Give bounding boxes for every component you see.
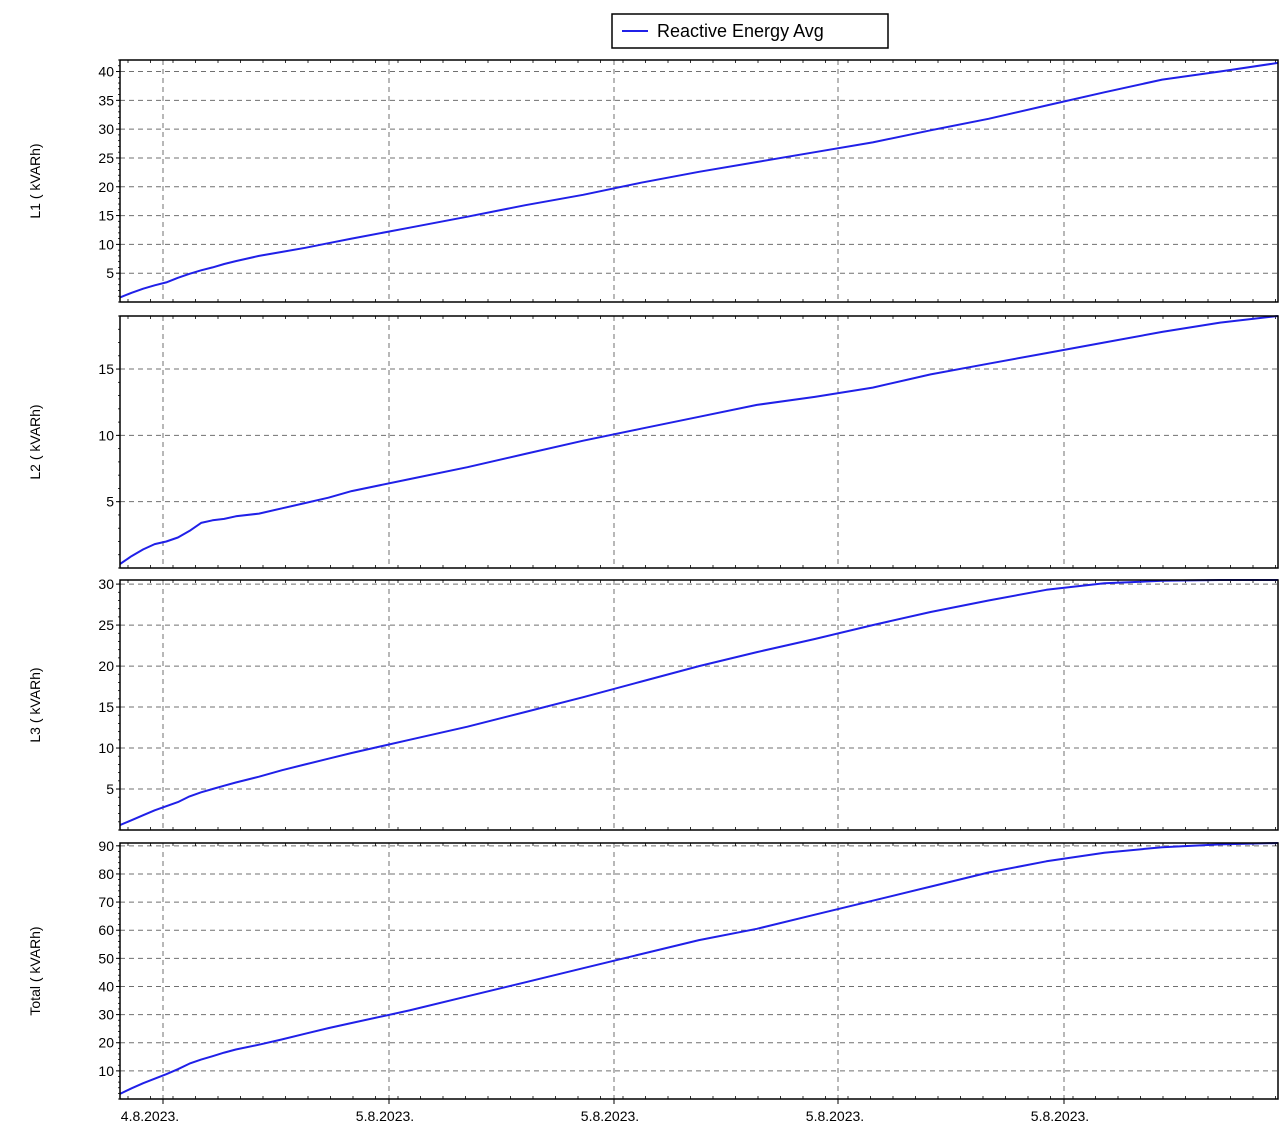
y-tick-label: 15 bbox=[98, 699, 114, 715]
y-tick-label: 5 bbox=[106, 494, 114, 510]
y-tick-label: 10 bbox=[98, 1063, 114, 1079]
y-axis-title: Total ( kVARh) bbox=[27, 926, 43, 1015]
y-tick-label: 40 bbox=[98, 978, 114, 994]
y-axis-title: L3 ( kVARh) bbox=[27, 667, 43, 742]
y-axis-title: L1 ( kVARh) bbox=[27, 143, 43, 218]
x-tick-label: 5.8.2023. bbox=[356, 1108, 414, 1124]
y-tick-label: 30 bbox=[98, 1007, 114, 1023]
y-tick-label: 15 bbox=[98, 361, 114, 377]
y-tick-label: 10 bbox=[98, 427, 114, 443]
y-tick-label: 30 bbox=[98, 121, 114, 137]
y-tick-label: 10 bbox=[98, 740, 114, 756]
y-tick-label: 80 bbox=[98, 866, 114, 882]
x-tick-label: 5.8.2023. bbox=[1031, 1108, 1089, 1124]
panel-background bbox=[120, 316, 1278, 568]
legend-box bbox=[611, 13, 889, 49]
x-tick-label: 4.8.2023. bbox=[121, 1108, 179, 1124]
y-tick-label: 35 bbox=[98, 92, 114, 108]
y-tick-label: 5 bbox=[106, 265, 114, 281]
panel-frame bbox=[119, 579, 1279, 831]
panel-frame bbox=[119, 59, 1279, 303]
legend-label: Reactive Energy Avg bbox=[657, 21, 824, 41]
y-tick-label: 25 bbox=[98, 617, 114, 633]
series-line bbox=[119, 842, 1279, 1095]
y-tick-label: 20 bbox=[98, 1035, 114, 1051]
y-tick-label: 70 bbox=[98, 894, 114, 910]
x-tick-label: 5.8.2023. bbox=[806, 1108, 864, 1124]
y-tick-label: 5 bbox=[106, 781, 114, 797]
panel-3: 5 10 15 20 25 30 L3 ( kVARh) bbox=[27, 576, 1279, 831]
y-tick-label: 40 bbox=[98, 64, 114, 80]
panel-background bbox=[120, 60, 1278, 302]
y-tick-label: 50 bbox=[98, 950, 114, 966]
y-tick-label: 25 bbox=[98, 150, 114, 166]
y-tick-label: 60 bbox=[98, 922, 114, 938]
y-tick-label: 20 bbox=[98, 179, 114, 195]
panel-background bbox=[120, 843, 1278, 1099]
panel-frame bbox=[119, 315, 1279, 569]
y-tick-label: 90 bbox=[98, 838, 114, 854]
panel-1: 5 10 15 20 25 30 35 40 L1 ( kVARh) bbox=[27, 59, 1279, 303]
y-tick-label: 10 bbox=[98, 236, 114, 252]
series-line bbox=[119, 61, 1279, 299]
x-axis: 4.8.2023. 5.8.2023. 5.8.2023. 5.8.2023. 5.8.… bbox=[121, 1099, 1089, 1124]
x-tick-label: 5.8.2023. bbox=[581, 1108, 639, 1124]
panel-4: 10 20 30 40 50 60 70 80 90 Total ( kVARh) bbox=[27, 838, 1279, 1100]
series-line bbox=[119, 315, 1279, 565]
chart-panels: 5 10 15 20 25 30 35 40 L1 ( kVARh) 5 10 15 L2 ( kVAR… bbox=[27, 59, 1279, 1100]
series-line bbox=[119, 579, 1278, 827]
y-tick-label: 20 bbox=[98, 658, 114, 674]
y-tick-label: 15 bbox=[98, 208, 114, 224]
legend: Reactive Energy Avg bbox=[611, 13, 889, 49]
panel-frame bbox=[119, 842, 1279, 1100]
y-axis-title: L2 ( kVARh) bbox=[27, 404, 43, 479]
panel-background bbox=[120, 580, 1278, 830]
panel-2: 5 10 15 L2 ( kVARh) bbox=[27, 315, 1279, 569]
y-tick-label: 30 bbox=[98, 576, 114, 592]
